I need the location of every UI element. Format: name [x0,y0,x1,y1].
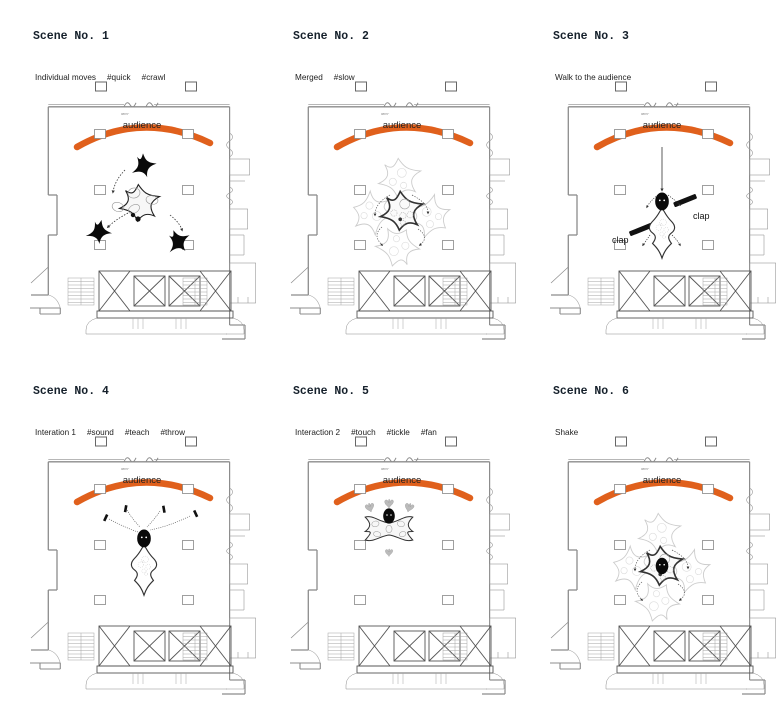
svg-text:clap: clap [612,235,629,245]
svg-text:clap: clap [693,211,710,221]
